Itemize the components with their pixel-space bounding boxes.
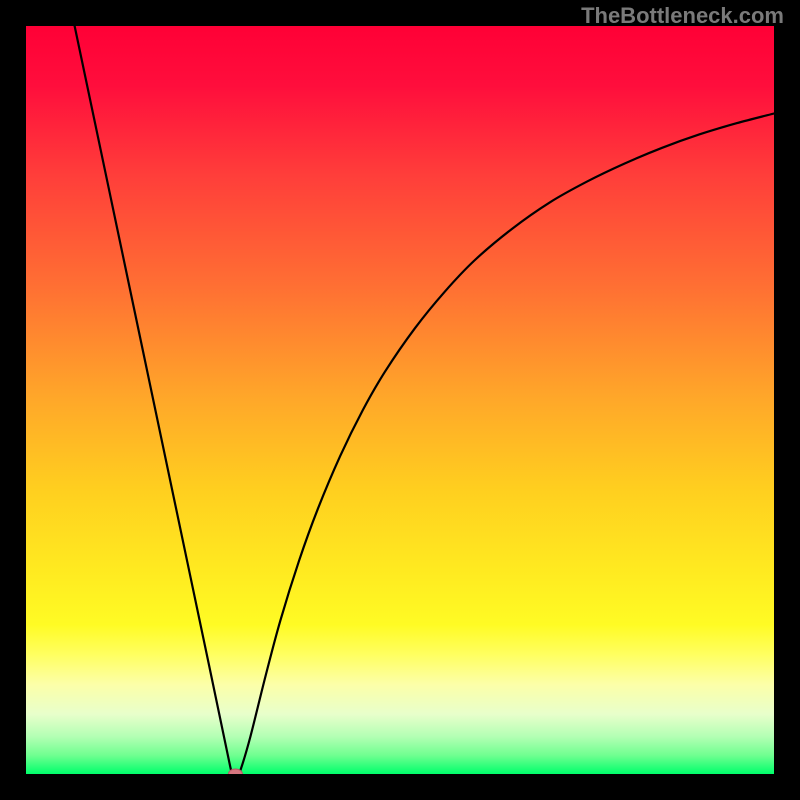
chart-container: TheBottleneck.com xyxy=(0,0,800,800)
chart-svg xyxy=(26,26,774,774)
gradient-background xyxy=(26,26,774,774)
plot-area xyxy=(26,26,774,774)
